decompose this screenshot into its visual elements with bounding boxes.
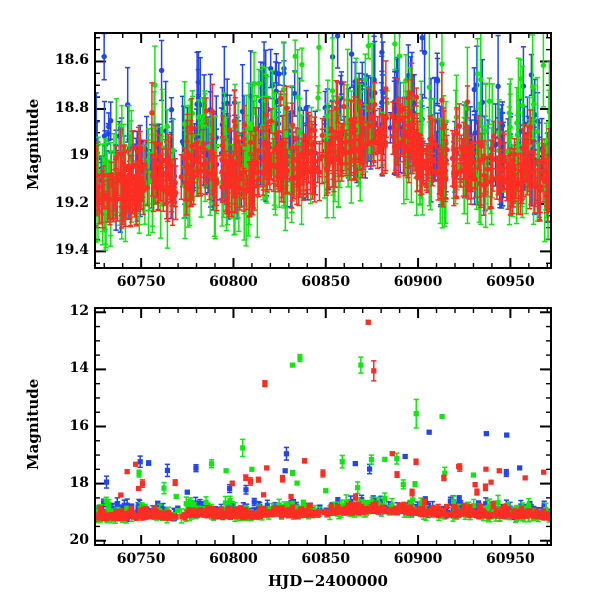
y-tick-label: 16 [69, 417, 89, 434]
x-tick-label: 60850 [301, 551, 351, 567]
x-tick-label: 60900 [393, 551, 443, 567]
x-tick-label: 60850 [301, 274, 351, 290]
x-tick-label: 60800 [209, 274, 258, 290]
y-tick-label: 12 [69, 303, 89, 320]
x-tick-label: 60800 [209, 551, 258, 567]
x-tick-label: 60750 [116, 274, 166, 290]
y-tick-label: 20 [69, 531, 89, 548]
x-tick-label: 60950 [486, 274, 535, 290]
x-tick-label: 60750 [116, 551, 166, 567]
x-axis-label: HJD−2400000 [268, 572, 388, 590]
x-tick-label: 60950 [486, 551, 535, 567]
y-tick-label: 18.6 [54, 52, 89, 69]
y-tick-label: 19.4 [54, 242, 89, 259]
x-tick-label: 60900 [393, 274, 443, 290]
y-tick-label: 19 [69, 147, 89, 164]
y-tick-label: 19.2 [54, 194, 89, 211]
y-tick-label: 18.8 [54, 99, 89, 116]
y-tick-label: 14 [69, 360, 89, 377]
y-tick-label: 18 [69, 474, 89, 491]
